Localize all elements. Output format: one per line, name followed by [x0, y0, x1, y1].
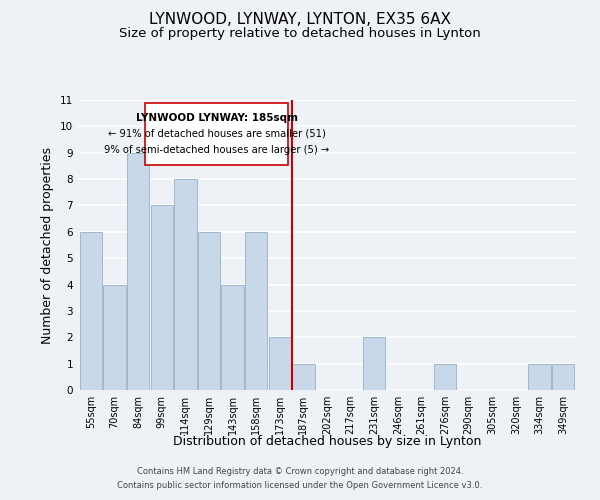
Bar [80, 232, 102, 390]
Text: Distribution of detached houses by size in Lynton: Distribution of detached houses by size … [173, 435, 481, 448]
Text: Contains public sector information licensed under the Open Government Licence v3: Contains public sector information licen… [118, 481, 482, 490]
Bar [363, 338, 385, 390]
Bar [103, 284, 126, 390]
Bar [245, 232, 268, 390]
FancyBboxPatch shape [145, 103, 288, 164]
Text: ← 91% of detached houses are smaller (51): ← 91% of detached houses are smaller (51… [108, 128, 326, 138]
Bar [528, 364, 551, 390]
Bar [552, 364, 574, 390]
Bar [174, 179, 197, 390]
Bar [221, 284, 244, 390]
Y-axis label: Number of detached properties: Number of detached properties [41, 146, 55, 344]
Bar [269, 338, 291, 390]
Bar [151, 206, 173, 390]
Bar [434, 364, 456, 390]
Text: 9% of semi-detached houses are larger (5) →: 9% of semi-detached houses are larger (5… [104, 144, 329, 154]
Text: LYNWOOD LYNWAY: 185sqm: LYNWOOD LYNWAY: 185sqm [136, 114, 298, 124]
Bar [292, 364, 314, 390]
Text: Size of property relative to detached houses in Lynton: Size of property relative to detached ho… [119, 28, 481, 40]
Bar [198, 232, 220, 390]
Text: LYNWOOD, LYNWAY, LYNTON, EX35 6AX: LYNWOOD, LYNWAY, LYNTON, EX35 6AX [149, 12, 451, 28]
Bar [127, 152, 149, 390]
Text: Contains HM Land Registry data © Crown copyright and database right 2024.: Contains HM Land Registry data © Crown c… [137, 467, 463, 476]
